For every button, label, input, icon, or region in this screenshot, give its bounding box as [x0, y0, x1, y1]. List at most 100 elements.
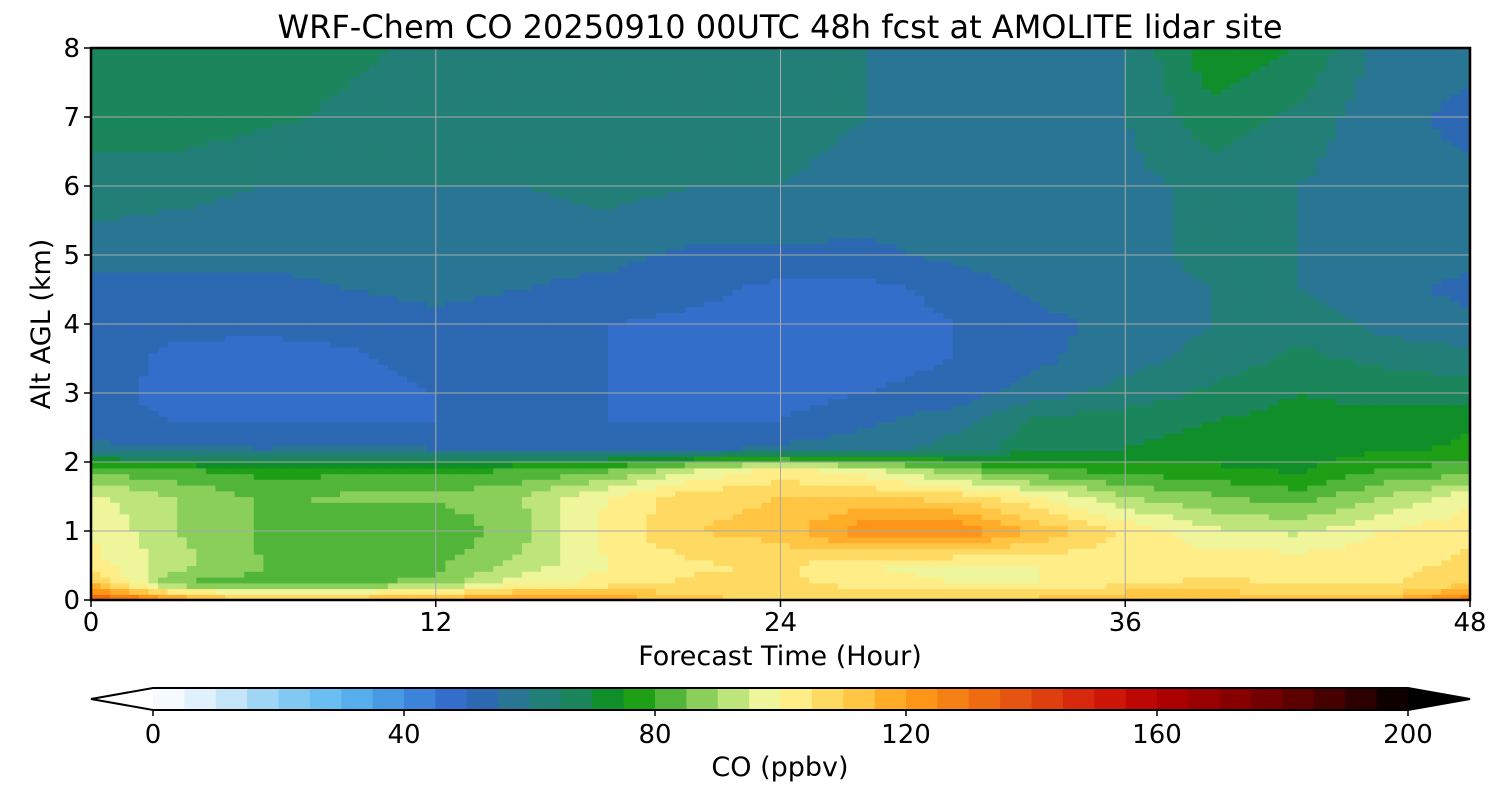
- heatmap-cell: [454, 525, 466, 532]
- heatmap-cell: [225, 496, 236, 503]
- heatmap-cell: [1316, 542, 1327, 549]
- heatmap-cell: [397, 473, 408, 480]
- heatmap-cell: [1431, 433, 1442, 440]
- heatmap-cell: [770, 594, 782, 600]
- heatmap-cell: [100, 565, 111, 572]
- heatmap-cell: [253, 554, 264, 561]
- heatmap-cell: [656, 416, 667, 423]
- heatmap-cell: [761, 559, 772, 567]
- heatmap-cell: [560, 485, 571, 492]
- heatmap-cell: [1345, 594, 1356, 600]
- heatmap-cell: [282, 542, 293, 549]
- heatmap-cell: [502, 479, 513, 486]
- heatmap-cell: [158, 485, 169, 492]
- heatmap-cell: [1182, 519, 1193, 526]
- heatmap-cell: [1163, 554, 1174, 561]
- heatmap-cell: [1134, 519, 1146, 526]
- heatmap-cell: [1240, 456, 1251, 463]
- heatmap-cell: [397, 404, 408, 411]
- heatmap-cell: [1144, 496, 1155, 503]
- heatmap-cell: [512, 485, 523, 492]
- heatmap-cell: [1077, 531, 1088, 538]
- heatmap-cell: [1115, 519, 1126, 526]
- heatmap-cell: [1431, 536, 1442, 544]
- heatmap-cell: [531, 404, 542, 411]
- heatmap-cell: [895, 594, 906, 600]
- heatmap-cell: [1211, 496, 1222, 503]
- heatmap-cell: [675, 462, 686, 469]
- heatmap-cell: [646, 433, 657, 440]
- heatmap-cell: [1460, 513, 1470, 521]
- heatmap-cell: [1153, 416, 1165, 423]
- heatmap-cell: [857, 519, 868, 526]
- heatmap-cell: [1115, 577, 1126, 584]
- heatmap-cell: [1316, 519, 1327, 526]
- heatmap-cell: [972, 548, 983, 555]
- heatmap-cell: [311, 594, 322, 600]
- heatmap-cell: [1000, 554, 1011, 561]
- heatmap-cell: [1221, 536, 1232, 544]
- heatmap-cell: [282, 513, 293, 521]
- heatmap-cell: [1450, 588, 1462, 595]
- heatmap-cell: [253, 548, 264, 555]
- heatmap-cell: [1307, 571, 1318, 578]
- heatmap-cell: [1259, 531, 1270, 538]
- heatmap-cell: [751, 490, 762, 498]
- heatmap-cell: [952, 548, 964, 555]
- heatmap-cell: [205, 427, 217, 434]
- heatmap-cell: [426, 577, 437, 584]
- heatmap-cell: [1029, 444, 1040, 452]
- heatmap-cell: [1374, 531, 1385, 538]
- heatmap-cell: [818, 444, 829, 452]
- heatmap-cell: [656, 502, 667, 509]
- heatmap-cell: [1383, 519, 1394, 526]
- heatmap-cell: [502, 439, 513, 446]
- heatmap-cell: [761, 473, 772, 480]
- heatmap-cell: [866, 588, 877, 595]
- heatmap-cell: [435, 416, 446, 423]
- heatmap-cell: [914, 479, 925, 486]
- heatmap-cell: [407, 502, 418, 509]
- heatmap-cell: [1029, 588, 1040, 595]
- heatmap-cell: [1259, 536, 1270, 544]
- heatmap-cell: [330, 496, 341, 503]
- heatmap-cell: [493, 404, 504, 411]
- heatmap-cell: [186, 416, 197, 423]
- heatmap-cell: [320, 508, 332, 515]
- heatmap-cell: [885, 496, 897, 503]
- heatmap-cell: [790, 398, 801, 406]
- heatmap-cell: [531, 531, 542, 538]
- heatmap-cell: [569, 502, 580, 509]
- heatmap-cell: [167, 444, 178, 452]
- heatmap-cell: [1326, 444, 1337, 452]
- heatmap-cell: [636, 427, 648, 434]
- heatmap-cell: [1268, 421, 1280, 429]
- heatmap-cell: [91, 456, 102, 463]
- heatmap-cell: [1345, 421, 1356, 429]
- heatmap-cell: [809, 444, 820, 452]
- heatmap-cell: [119, 473, 130, 480]
- heatmap-cell: [828, 456, 839, 463]
- heatmap-cell: [656, 554, 667, 561]
- heatmap-cell: [1278, 473, 1289, 480]
- heatmap-cell: [924, 536, 935, 544]
- heatmap-cell: [397, 525, 408, 532]
- heatmap-cell: [1201, 490, 1213, 498]
- heatmap-cell: [474, 531, 485, 538]
- heatmap-cell: [330, 485, 341, 492]
- heatmap-cell: [464, 421, 475, 429]
- heatmap-cell: [100, 473, 111, 480]
- heatmap-cell: [196, 410, 207, 417]
- heatmap-cell: [186, 485, 197, 492]
- heatmap-cell: [608, 490, 619, 498]
- heatmap-cell: [1450, 410, 1462, 417]
- heatmap-cell: [1307, 421, 1318, 429]
- heatmap-cell: [1412, 594, 1423, 600]
- heatmap-cell: [119, 485, 130, 492]
- heatmap-cell: [1268, 467, 1280, 475]
- heatmap-cell: [1402, 427, 1414, 434]
- heatmap-cell: [177, 462, 188, 469]
- heatmap-cell: [579, 548, 590, 555]
- heatmap-cell: [196, 467, 207, 475]
- heatmap-cell: [895, 450, 906, 457]
